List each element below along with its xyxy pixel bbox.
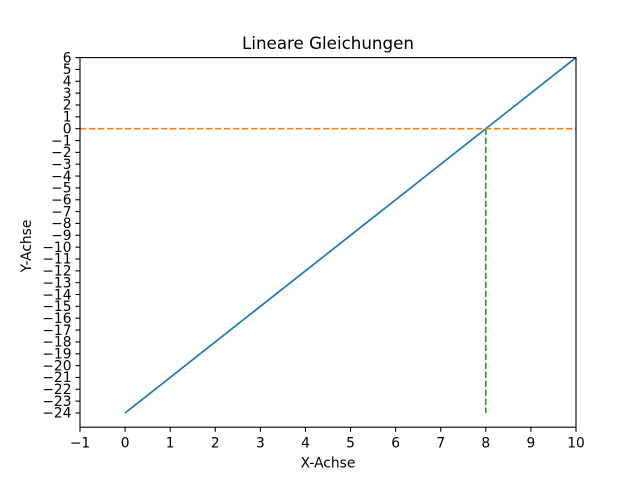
x-tick-label: 1 xyxy=(166,436,175,452)
y-tick-label: 4 xyxy=(63,74,72,90)
x-tick-label: 8 xyxy=(481,436,490,452)
y-tick-label: −12 xyxy=(42,264,71,280)
y-tick-label: −24 xyxy=(42,406,71,422)
y-tick-label: −23 xyxy=(42,394,71,410)
y-tick-label: −5 xyxy=(51,181,71,197)
y-tick-label: 0 xyxy=(63,121,72,137)
x-axis-label: X-Achse xyxy=(301,456,356,472)
y-tick-label: −17 xyxy=(42,323,71,339)
y-tick-label: −16 xyxy=(42,311,71,327)
axes-spines xyxy=(79,57,577,428)
y-tick-label: −13 xyxy=(42,275,71,291)
y-tick-label: −18 xyxy=(42,335,71,351)
x-tick-label: 10 xyxy=(567,436,585,452)
y-tick-label: −15 xyxy=(42,299,71,315)
y-tick-label: −2 xyxy=(51,145,71,161)
y-tick-label: 1 xyxy=(63,110,72,126)
x-tick-label: 9 xyxy=(527,436,536,452)
chart-title: Lineare Gleichungen xyxy=(242,33,414,53)
x-tick-label: 5 xyxy=(346,436,355,452)
y-tick-label: 3 xyxy=(63,86,72,102)
y-tick-label: −14 xyxy=(42,287,71,303)
y-tick-label: −3 xyxy=(51,157,71,173)
x-tick-label: 7 xyxy=(436,436,445,452)
y-tick-label: −11 xyxy=(42,252,71,268)
y-tick-label: −6 xyxy=(51,193,71,209)
y-tick-label: −20 xyxy=(42,358,71,374)
x-tick-label: 3 xyxy=(256,436,265,452)
x-tick-label: 2 xyxy=(211,436,220,452)
x-tick-label: 4 xyxy=(301,436,310,452)
y-tick-label: −7 xyxy=(51,204,71,220)
y-tick-label: −19 xyxy=(42,347,71,363)
y-axis-label: Y-Achse xyxy=(19,220,35,274)
x-tick-label: 0 xyxy=(121,436,130,452)
y-tick-label: −22 xyxy=(42,382,71,398)
y-tick-label: 5 xyxy=(63,62,72,78)
x-tick-label: −1 xyxy=(70,436,90,452)
y-tick-label: −8 xyxy=(51,216,71,232)
y-tick-label: −1 xyxy=(51,133,71,149)
y-tick-label: −9 xyxy=(51,228,71,244)
x-tick-label: 6 xyxy=(391,436,400,452)
y-tick-label: −10 xyxy=(42,240,71,256)
y-tick-label: 2 xyxy=(63,98,72,114)
y-tick-label: −21 xyxy=(42,370,71,386)
y-tick-label: 6 xyxy=(63,50,72,66)
solid-line xyxy=(124,56,577,414)
y-tick-label: −4 xyxy=(51,169,71,185)
